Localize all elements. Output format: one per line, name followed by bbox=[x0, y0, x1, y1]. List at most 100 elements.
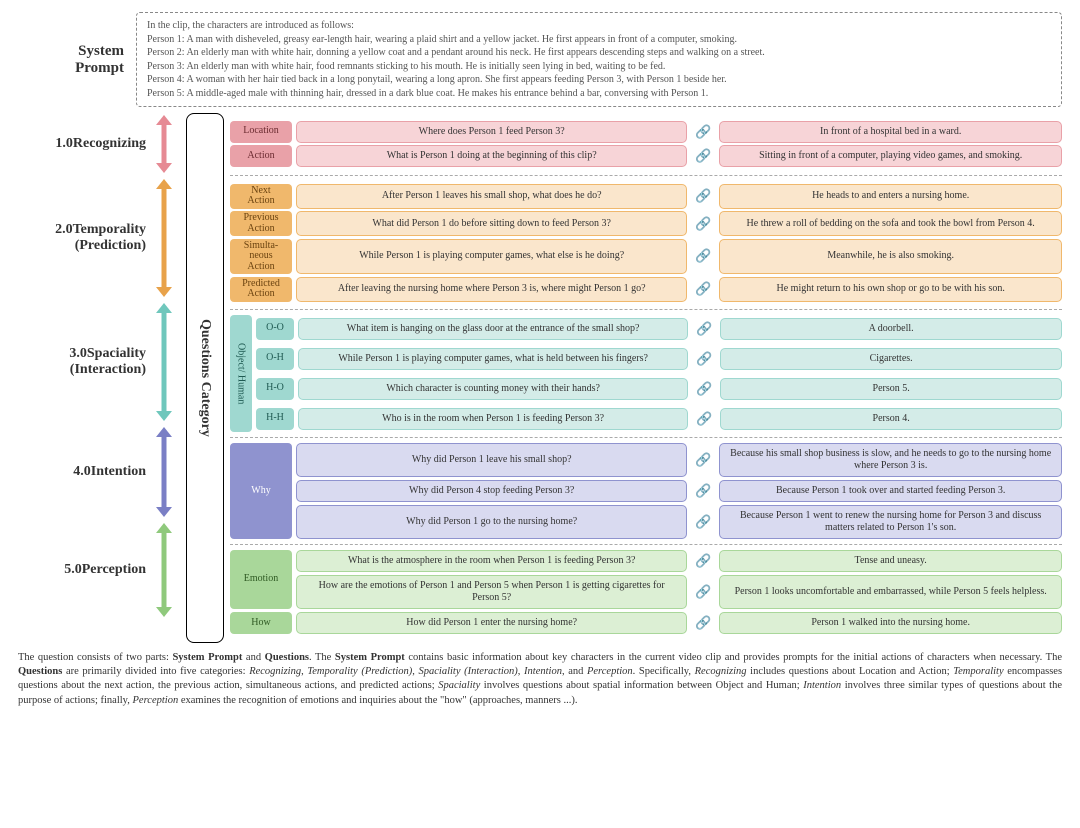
qa-row: Next ActionAfter Person 1 leaves his sma… bbox=[230, 184, 1062, 209]
qa-row: Previous ActionWhat did Person 1 do befo… bbox=[230, 211, 1062, 236]
qa-pair: What is the atmosphere in the room when … bbox=[296, 550, 1062, 572]
answer-box: Because his small shop business is slow,… bbox=[719, 443, 1062, 477]
qa-row: O-HWhile Person 1 is playing computer ga… bbox=[256, 348, 1062, 370]
qa-row: O-OWhat item is hanging on the glass doo… bbox=[256, 318, 1062, 340]
qa-pair: What did Person 1 do before sitting down… bbox=[296, 211, 1062, 236]
qa-pair: Why did Person 1 leave his small shop?🔗B… bbox=[296, 443, 1062, 477]
qa-body-column: LocationWhere does Person 1 feed Person … bbox=[230, 113, 1062, 643]
system-prompt-line: Person 2: An elderly man with white hair… bbox=[147, 46, 1051, 60]
qa-row: Why did Person 4 stop feeding Person 3? 🔗… bbox=[296, 480, 1062, 502]
answer-box: He heads to and enters a nursing home. bbox=[719, 184, 1062, 209]
answer-box: Sitting in front of a computer, playing … bbox=[719, 145, 1062, 167]
question-box: What is Person 1 doing at the beginning … bbox=[296, 145, 687, 167]
category-tag: Next Action bbox=[230, 184, 292, 209]
category-tag: Predicted Action bbox=[230, 277, 292, 302]
question-box: What is the atmosphere in the room when … bbox=[296, 550, 687, 572]
category-title-text: 1.0Recognizing bbox=[55, 136, 146, 152]
qa-pair: Why did Person 1 go to the nursing home?… bbox=[296, 505, 1062, 539]
answer-box: Cigarettes. bbox=[720, 348, 1062, 370]
category-title-text: 5.0Perception bbox=[64, 562, 146, 578]
question-box: What item is hanging on the glass door a… bbox=[298, 318, 688, 340]
link-icon: 🔗 bbox=[693, 575, 713, 609]
category-title-text: 4.0Intention bbox=[73, 464, 146, 480]
link-icon: 🔗 bbox=[693, 277, 713, 302]
answer-box: Person 1 walked into the nursing home. bbox=[719, 612, 1062, 634]
answer-box: In front of a hospital bed in a ward. bbox=[719, 121, 1062, 143]
answer-box: He threw a roll of bedding on the sofa a… bbox=[719, 211, 1062, 236]
link-icon: 🔗 bbox=[693, 239, 713, 275]
link-icon: 🔗 bbox=[694, 348, 714, 370]
merged-tag-why: Why bbox=[230, 443, 292, 539]
answer-box: Meanwhile, he is also smoking. bbox=[719, 239, 1062, 275]
qa-row: Predicted ActionAfter leaving the nursin… bbox=[230, 277, 1062, 302]
link-icon: 🔗 bbox=[693, 145, 713, 167]
main-grid: 1.0Recognizing 2.0Temporality (Prediction… bbox=[18, 113, 1062, 643]
system-prompt-row: System Prompt In the clip, the character… bbox=[18, 12, 1062, 107]
qa-pair: What item is hanging on the glass door a… bbox=[298, 318, 1062, 340]
category-tag: How bbox=[230, 612, 292, 634]
question-box: While Person 1 is playing computer games… bbox=[296, 239, 687, 275]
questions-category-label: Questions Category bbox=[197, 319, 213, 437]
link-icon: 🔗 bbox=[693, 121, 713, 143]
qa-row: H-OWhich character is counting money wit… bbox=[256, 378, 1062, 400]
answer-box: Tense and uneasy. bbox=[719, 550, 1062, 572]
system-prompt-line: Person 3: An elderly man with white hair… bbox=[147, 60, 1051, 74]
qa-pair: Who is in the room when Person 1 is feed… bbox=[298, 408, 1062, 430]
answer-box: Because Person 1 took over and started f… bbox=[719, 480, 1062, 502]
link-icon: 🔗 bbox=[694, 408, 714, 430]
link-icon: 🔗 bbox=[693, 480, 713, 502]
section-intention: WhyWhy did Person 1 leave his small shop… bbox=[230, 438, 1062, 544]
category-tag: Location bbox=[230, 121, 292, 143]
category-label-column: 1.0Recognizing 2.0Temporality (Prediction… bbox=[18, 113, 148, 643]
section-recognizing: LocationWhere does Person 1 feed Person … bbox=[230, 113, 1062, 175]
qa-pair: While Person 1 is playing computer games… bbox=[298, 348, 1062, 370]
qa-pair: Why did Person 4 stop feeding Person 3? 🔗… bbox=[296, 480, 1062, 502]
arrow-intention bbox=[148, 425, 180, 519]
link-icon: 🔗 bbox=[694, 378, 714, 400]
section-spaciality: Object/ HumanO-OWhat item is hanging on … bbox=[230, 310, 1062, 437]
qa-row: Why did Person 1 go to the nursing home?… bbox=[296, 505, 1062, 539]
answer-box: Person 4. bbox=[720, 408, 1062, 430]
question-box: Which character is counting money with t… bbox=[298, 378, 688, 400]
qa-pair: What is Person 1 doing at the beginning … bbox=[296, 145, 1062, 167]
qa-row: H-HWho is in the room when Person 1 is f… bbox=[256, 408, 1062, 430]
arrow-column bbox=[148, 113, 180, 643]
qa-row: How did Person 1 enter the nursing home?… bbox=[296, 612, 1062, 634]
question-box: Where does Person 1 feed Person 3? bbox=[296, 121, 687, 143]
category-title-text: 2.0Temporality (Prediction) bbox=[55, 222, 146, 254]
question-box: How did Person 1 enter the nursing home? bbox=[296, 612, 687, 634]
qa-pair: How are the emotions of Person 1 and Per… bbox=[296, 575, 1062, 609]
qa-pair: After Person 1 leaves his small shop, wh… bbox=[296, 184, 1062, 209]
link-icon: 🔗 bbox=[693, 184, 713, 209]
category-tag: O-O bbox=[256, 318, 294, 340]
question-box: How are the emotions of Person 1 and Per… bbox=[296, 575, 687, 609]
qa-row: Why did Person 1 leave his small shop?🔗B… bbox=[296, 443, 1062, 477]
answer-box: He might return to his own shop or go to… bbox=[719, 277, 1062, 302]
questions-category-box: Questions Category bbox=[186, 113, 224, 643]
question-box: Why did Person 1 go to the nursing home? bbox=[296, 505, 687, 539]
category-title-recognizing: 1.0Recognizing bbox=[18, 113, 148, 175]
arrow-recognizing bbox=[148, 113, 180, 175]
system-prompt-line: Person 4: A woman with her hair tied bac… bbox=[147, 73, 1051, 87]
question-box: After leaving the nursing home where Per… bbox=[296, 277, 687, 302]
link-icon: 🔗 bbox=[693, 612, 713, 634]
category-tag: Action bbox=[230, 145, 292, 167]
category-title-spaciality: 3.0Spaciality (Interaction) bbox=[18, 301, 148, 423]
arrow-temporality bbox=[148, 177, 180, 299]
answer-box: A doorbell. bbox=[720, 318, 1062, 340]
question-box: While Person 1 is playing computer games… bbox=[298, 348, 688, 370]
system-prompt-line: Person 1: A man with disheveled, greasy … bbox=[147, 33, 1051, 47]
qa-row: ActionWhat is Person 1 doing at the begi… bbox=[230, 145, 1062, 167]
caption-text: The question consists of two parts: Syst… bbox=[18, 651, 1062, 708]
link-icon: 🔗 bbox=[693, 211, 713, 236]
answer-box: Because Person 1 went to renew the nursi… bbox=[719, 505, 1062, 539]
arrow-perception bbox=[148, 521, 180, 619]
category-tag: Emotion bbox=[230, 550, 292, 609]
category-title-temporality: 2.0Temporality (Prediction) bbox=[18, 177, 148, 299]
system-prompt-box: In the clip, the characters are introduc… bbox=[136, 12, 1062, 107]
question-box: Why did Person 4 stop feeding Person 3? bbox=[296, 480, 687, 502]
arrow-spaciality bbox=[148, 301, 180, 423]
question-box: Who is in the room when Person 1 is feed… bbox=[298, 408, 688, 430]
system-prompt-label-text: System Prompt bbox=[75, 43, 124, 77]
qa-pair: How did Person 1 enter the nursing home?… bbox=[296, 612, 1062, 634]
